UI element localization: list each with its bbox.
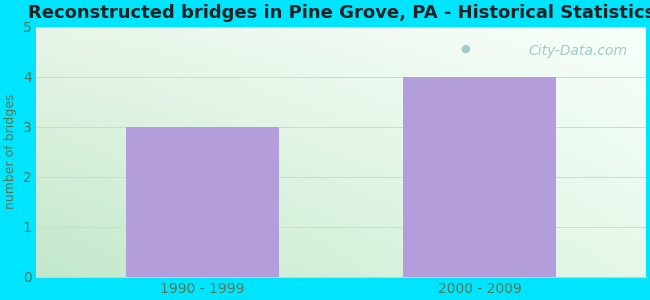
Text: City-Data.com: City-Data.com xyxy=(528,44,627,58)
Bar xyxy=(127,127,279,277)
Title: Reconstructed bridges in Pine Grove, PA - Historical Statistics: Reconstructed bridges in Pine Grove, PA … xyxy=(27,4,650,22)
Text: ●: ● xyxy=(460,44,470,54)
Y-axis label: number of bridges: number of bridges xyxy=(4,94,17,209)
Bar xyxy=(404,76,556,277)
